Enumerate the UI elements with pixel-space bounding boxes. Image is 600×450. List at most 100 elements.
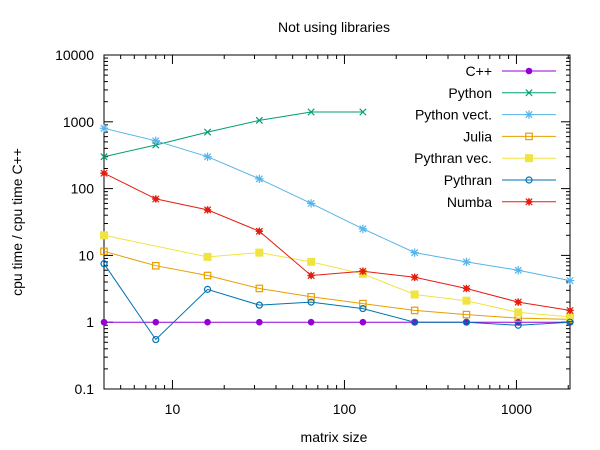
data-point-cpp [204,318,211,326]
x-tick-label: 100 [333,401,357,417]
data-point-cpp [307,318,315,326]
x-tick-label: 10 [165,401,181,417]
series-line-julia [103,250,571,320]
legend-label: Python [448,85,492,101]
series-line-pythran-vec [103,234,571,318]
legend-label: C++ [466,63,492,79]
legend-entry-python: Python [448,85,556,101]
data-point-pythran [411,318,419,326]
legend-entry-numba: Numba [447,194,556,210]
data-point-python-vect [99,124,109,133]
data-point-python-vect [255,174,264,184]
data-point-pythran-vec [462,296,471,305]
series-line-python [103,111,363,158]
x-tick-label: 1000 [501,401,532,417]
data-point-numba [410,273,419,282]
legend: C++ Python Python vect. Julia Pythran vec. Py… [414,63,556,210]
data-point-numba [255,227,264,235]
data-point-numba [462,284,471,293]
data-point-pythran-vec [203,252,212,261]
legend-entry-python-vect: Python vect. [415,107,556,123]
data-point-pythran [203,285,212,293]
y-tick-label: 100 [71,181,95,197]
data-point-julia [359,299,367,308]
legend-marker [525,176,533,184]
data-point-python-vect [358,224,368,234]
data-point-numba [203,206,212,214]
data-point-pythran [307,298,315,306]
data-point-python [359,108,367,116]
data-point-julia [255,284,264,293]
data-point-julia [462,310,471,319]
y-tick-label: 10 [78,247,94,263]
legend-marker [525,198,533,206]
legend-marker [525,154,533,163]
data-point-numba [100,169,108,177]
data-point-pythran [359,304,367,313]
data-point-python-vect [203,152,212,161]
legend-label: Numba [447,194,492,210]
legend-entry-pythran-vec: Pythran vec. [414,150,556,166]
data-point-cpp [359,318,367,326]
series-pythran-vec [100,231,574,321]
series-layer [99,108,575,344]
series-line-numba [103,172,571,311]
data-point-python-vect [565,276,575,285]
data-point-numba [152,195,160,203]
series-pythran [100,260,574,344]
series-numba [100,169,574,315]
legend-entry-julia: Julia [463,128,556,144]
x-axis: 10 100 1000 [120,55,569,417]
legend-marker [525,132,533,141]
data-point-julia [151,261,160,270]
legend-label: Julia [463,128,492,144]
data-point-python-vect [462,257,471,267]
data-point-cpp [152,318,160,326]
data-point-pythran [100,260,108,268]
data-point-numba [307,271,315,280]
data-point-pythran [152,335,160,344]
data-point-python-vect [306,199,316,208]
series-python [100,108,367,161]
legend-label: Python vect. [415,107,492,123]
series-julia [100,247,574,324]
plot-frame [103,54,571,390]
legend-marker [524,110,534,119]
data-point-pythran-vec [100,231,108,240]
data-point-cpp [256,318,263,326]
y-tick-label: 1000 [63,114,94,130]
data-point-pythran [255,301,263,309]
data-point-python [203,128,212,136]
data-point-pythran-vec [514,308,523,317]
data-point-python [255,116,263,125]
data-point-cpp [100,318,108,326]
data-point-pythran-vec [307,257,316,266]
y-tick-label: 10000 [55,47,94,63]
series-python-vect [99,124,575,285]
legend-label: Pythran vec. [414,150,492,166]
series-line-python-vect [103,127,571,282]
data-point-pythran [462,318,471,326]
chart-title: Not using libraries [278,19,390,35]
data-point-pythran [566,318,574,326]
data-point-pythran [514,321,522,329]
data-point-python [100,153,108,161]
y-axis-label: cpu time / cpu time C++ [9,148,25,296]
legend-entry-cpp: C++ [466,63,556,79]
plot-border [103,54,571,390]
x-axis-label: matrix size [301,429,368,445]
data-point-julia [307,293,315,301]
data-point-julia [410,306,419,315]
y-axis: 0.1 1 10 100 1000 10000 [55,47,570,397]
data-point-python-vect [410,248,419,257]
data-point-python-vect [514,266,523,275]
data-point-numba [566,306,574,315]
series-line-pythran [103,263,571,341]
data-point-julia [100,247,108,256]
legend-label: Pythran [444,172,492,188]
data-point-numba [514,298,522,306]
y-tick-label: 1 [86,314,94,330]
data-point-python [307,108,315,116]
legend-marker [525,89,533,97]
